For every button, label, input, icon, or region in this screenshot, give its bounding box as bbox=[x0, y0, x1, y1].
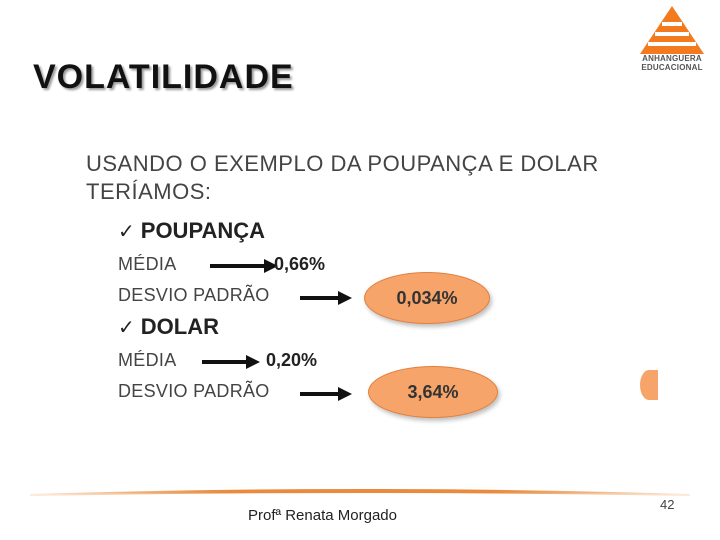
content-area: USANDO O EXEMPLO DA POUPANÇA E DOLAR TER… bbox=[82, 148, 648, 418]
slide-title: VOLATILIDADE bbox=[33, 58, 294, 96]
footer-author: Profª Renata Morgado bbox=[248, 507, 397, 524]
triangle-logo-icon bbox=[640, 6, 704, 54]
arrow-right-icon bbox=[210, 259, 278, 273]
sd-label-dolar: DESVIO PADRÃO bbox=[118, 381, 270, 401]
section-heading-poupanca: ✓ POUPANÇA bbox=[118, 218, 265, 244]
sd-value-dolar: 3,64% bbox=[407, 381, 459, 402]
sd-value-dolar-oval: 3,64% bbox=[368, 366, 498, 418]
section-heading-label: POUPANÇA bbox=[140, 218, 266, 243]
check-icon: ✓ bbox=[118, 221, 135, 243]
mean-value-poupanca: 0,66% bbox=[274, 254, 326, 274]
intro-line-2: TERÍAMOS: bbox=[86, 179, 212, 204]
logo-text-line2: EDUCACIONAL bbox=[641, 63, 703, 72]
sd-label-poupanca: DESVIO PADRÃO bbox=[118, 285, 270, 305]
partial-oval-decoration bbox=[640, 370, 658, 400]
sd-value-poupanca-oval: 0,034% bbox=[364, 272, 490, 324]
intro-line-1: USANDO O EXEMPLO DA POUPANÇA E DOLAR bbox=[86, 151, 599, 176]
intro-text: USANDO O EXEMPLO DA POUPANÇA E DOLAR TER… bbox=[86, 150, 599, 206]
section-heading-dolar: ✓ DOLAR bbox=[118, 314, 219, 340]
arrow-right-icon bbox=[202, 355, 260, 369]
page-number: 42 bbox=[660, 497, 675, 512]
mean-label-poupanca: MÉDIA bbox=[118, 254, 177, 274]
mean-label-dolar: MÉDIA bbox=[118, 350, 177, 370]
check-icon: ✓ bbox=[118, 317, 135, 339]
anhanguera-logo: ANHANGUERA EDUCACIONAL bbox=[632, 0, 712, 76]
sd-value-poupanca: 0,034% bbox=[396, 287, 458, 308]
mean-value-dolar: 0,20% bbox=[266, 350, 318, 370]
arrow-right-icon bbox=[300, 387, 352, 401]
footer-swoosh bbox=[30, 489, 690, 496]
arrow-right-icon bbox=[300, 291, 352, 305]
section-heading-label: DOLAR bbox=[140, 314, 219, 339]
logo-text-line1: ANHANGUERA bbox=[642, 54, 702, 63]
